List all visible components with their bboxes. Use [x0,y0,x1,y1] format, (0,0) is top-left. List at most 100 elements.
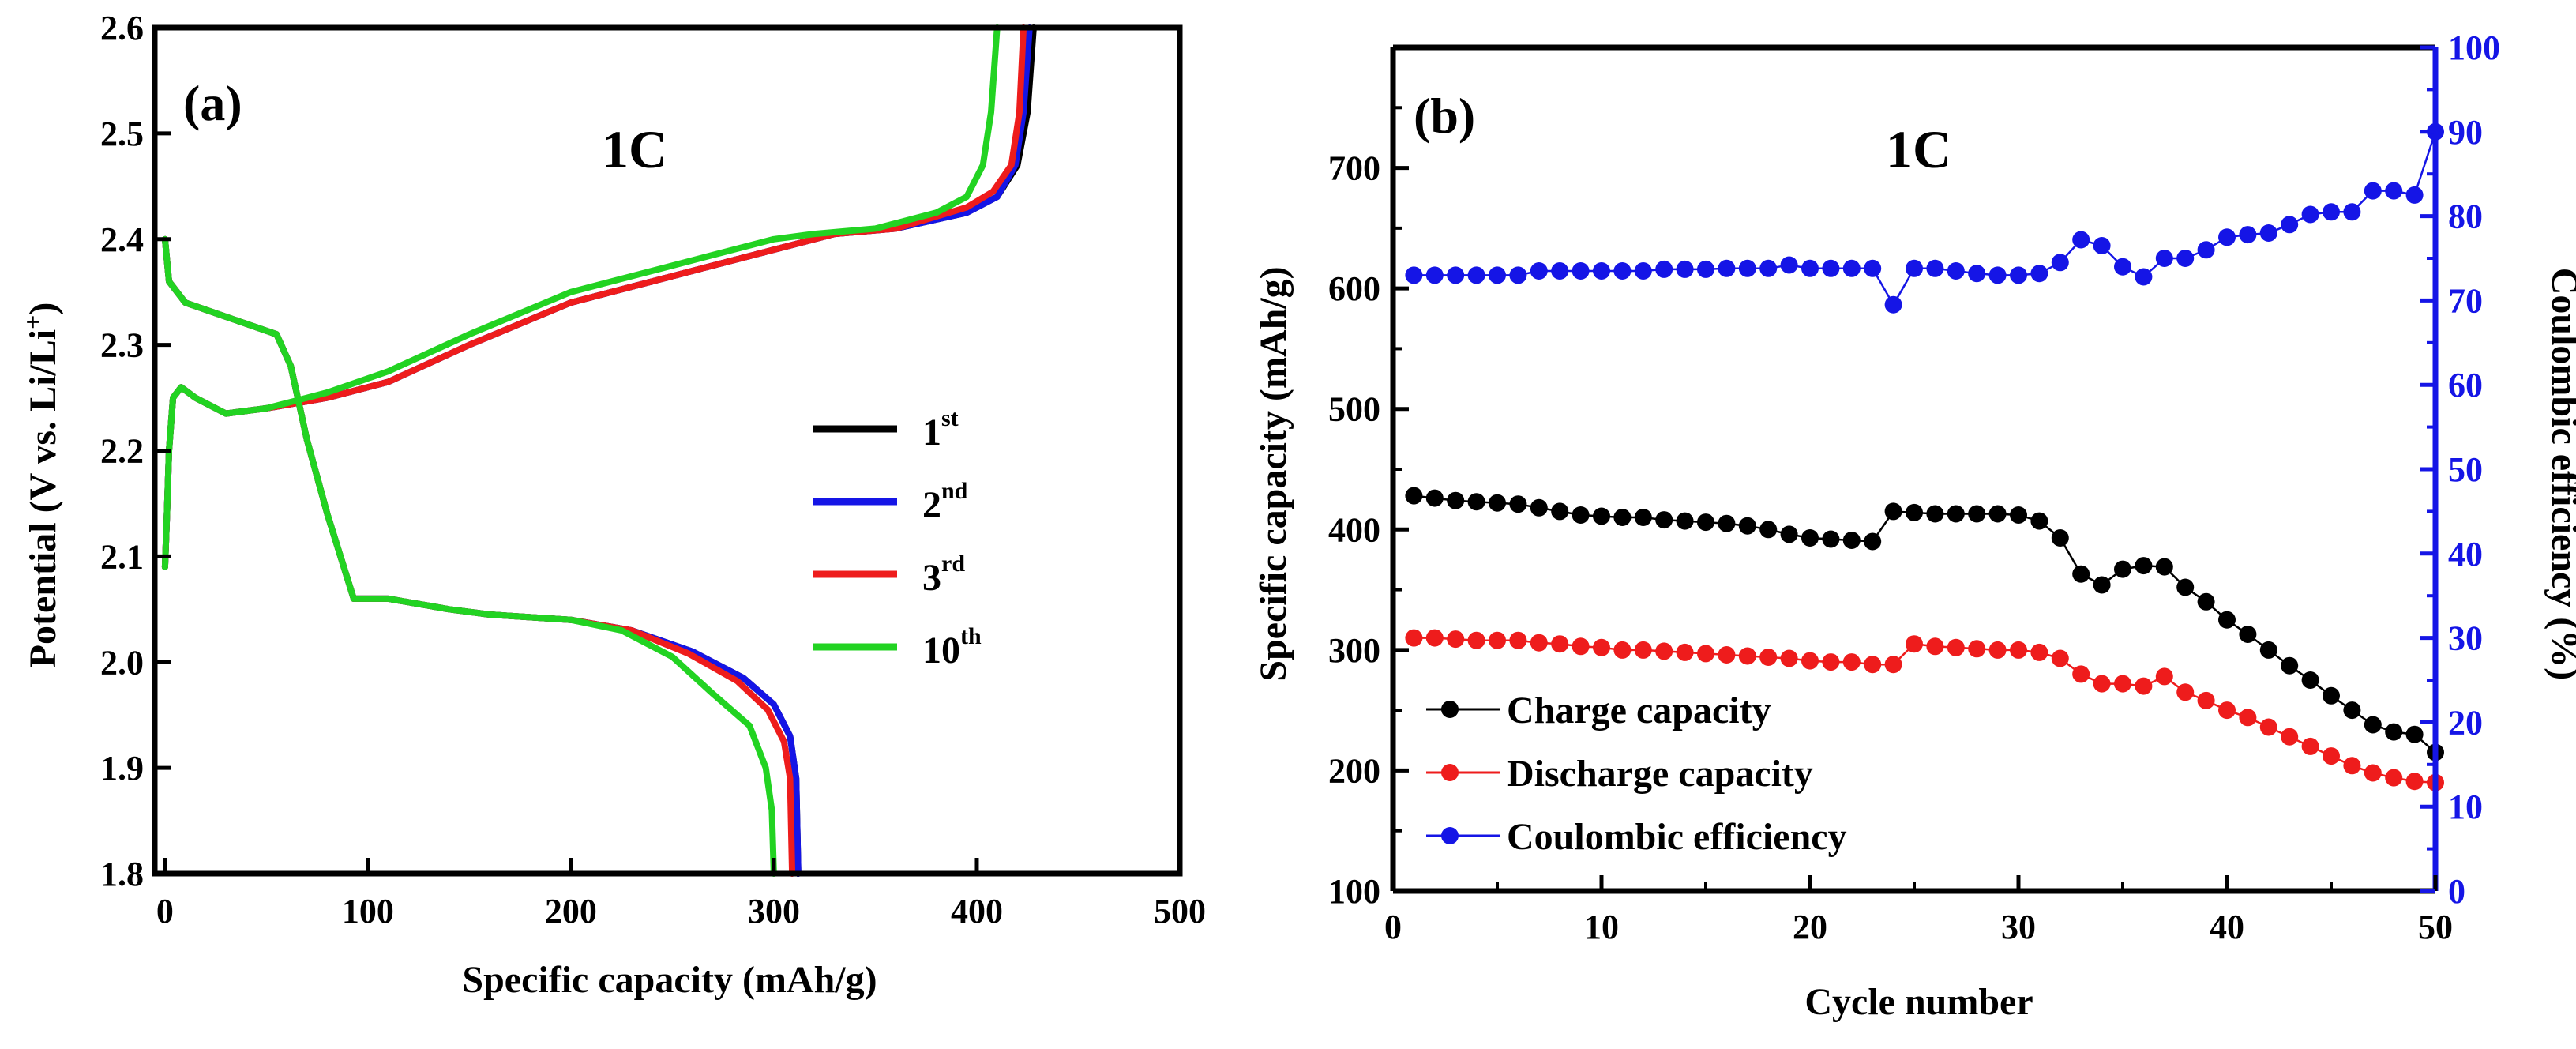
panel-b-data-point [1842,532,1861,549]
panel-b-data-point [1551,502,1569,521]
panel-b-data-point [2135,677,2153,695]
panel-b-data-point [2218,228,2236,246]
panel-b-cycling-chart: 0 10 20 30 40 50 100 200 300 400 500 600 700 0 10 20 30 4… [1252,28,2576,1023]
panel-b-data-point [2197,592,2215,611]
panel-b-data-point [1697,260,1714,278]
panel-b-data-point [1864,532,1882,551]
panel-b-data-point [1780,525,1798,543]
panel-b-data-point [2218,611,2236,629]
panel-b-data-point [1864,259,1882,277]
panel-b-right-axis-title: Coulombic efficiency (%) [2544,268,2576,681]
panel-b-data-point [2343,203,2361,221]
panel-b-data-point [1988,266,2007,284]
panel-b-label: (b) [1414,88,1475,144]
panel-b-left-tick-label: 600 [1328,269,1380,308]
panel-b-data-point [2343,757,2361,775]
panel-b-data-point [1593,262,1610,280]
panel-b-data-point [1655,511,1673,529]
panel-b-data-point [1405,487,1423,505]
panel-a-x-tick-label: 200 [545,892,597,931]
panel-b-data-point [1801,652,1819,670]
panel-b-data-point [1425,489,1444,507]
panel-b-data-point [2281,216,2299,234]
panel-a-y-axis-title: Potential (V vs. Li/Li+) [18,303,64,668]
panel-a-legend-entry-suffix: nd [941,478,968,504]
panel-b-data-point [1572,506,1590,524]
panel-b-data-point [2176,683,2195,701]
panel-b-data-point [1530,634,1548,652]
panel-b-data-point [2197,691,2215,709]
panel-b-data-point [1968,505,1986,523]
panel-b-left-tick-label: 500 [1328,390,1380,429]
panel-b-data-point [2385,182,2403,200]
panel-b-legend-marker [1441,701,1459,718]
panel-a-x-tick-label: 100 [342,892,394,931]
panel-b-right-tick-label: 10 [2448,788,2483,826]
panel-b-data-point [2114,258,2131,276]
panel-a-x-axis-title: Specific capacity (mAh/g) [462,959,877,1001]
panel-b-legend: Charge capacity Discharge capacity Coulomb… [1426,690,1847,858]
panel-b-data-point [2030,265,2048,283]
panel-b-right-tick-label: 90 [2448,113,2483,152]
panel-a-x-tick-label: 500 [1154,892,1206,931]
panel-a-legend-entry-number: 10 [922,630,960,671]
panel-b-data-point [1593,507,1610,525]
panel-b-data-point [2155,558,2173,576]
panel-a-curve-discharge-2 [161,235,802,877]
panel-b-data-point [1676,512,1694,530]
panel-b-data-point [2051,649,2069,667]
panel-b-data-point [2155,667,2173,686]
panel-a-y-tick-label: 2.1 [100,537,144,576]
panel-b-data-point [1572,262,1590,280]
panel-a-charge-discharge-chart: 0 100 200 300 400 500 1.8 1.9 2.0 2.1 2.2 2.3 2.4 2.5… [18,9,1206,1001]
panel-b-data-point [2385,723,2403,741]
panel-b-data-point [2281,656,2299,675]
panel-a-y-tick-label: 1.9 [100,749,144,788]
panel-b-legend-label: Discharge capacity [1507,753,1813,795]
panel-b-data-point [2259,641,2277,659]
panel-b-data-point [1947,505,1965,523]
panel-a-curve-charge-3 [161,24,1027,570]
panel-b-right-tick-label: 20 [2448,703,2483,742]
panel-a-legend-entry-suffix: st [941,405,959,431]
panel-b-data-point [1425,266,1444,284]
panel-b-right-tick-label: 70 [2448,281,2483,320]
panel-b-data-point [1801,259,1819,277]
panel-b-legend-label: Charge capacity [1507,690,1771,731]
panel-b-data-point [2364,182,2382,200]
panel-b-data-point [2364,764,2382,782]
panel-b-data-point [2051,529,2069,547]
panel-b-series-1 [1405,487,2444,761]
panel-b-legend-label: Coulombic efficiency [1507,816,1847,858]
panel-a-y-tick-label: 2.4 [100,220,144,259]
panel-b-data-point [1676,643,1694,661]
panel-b-data-point [1718,646,1736,664]
panel-b-data-point [2385,769,2403,787]
panel-a-curve-discharge-1 [161,235,802,877]
panel-b-data-point [1447,491,1465,509]
panel-b-data-point [1613,641,1632,659]
panel-a-y-tick-label: 2.3 [100,326,144,365]
panel-b-right-tick-label: 60 [2448,366,2483,404]
panel-b-legend-marker [1441,827,1459,844]
panel-a-y-axis-title-main: Potential (V vs. Li/Li [22,329,64,667]
panel-a-x-tick-label: 0 [156,892,174,931]
panel-b-data-point [2010,641,2027,659]
panel-b-data-point [1842,259,1861,277]
panel-b-left-tick-label: 300 [1328,631,1380,670]
panel-b-data-point [1926,505,1944,523]
panel-b-left-tick-label: 400 [1328,510,1380,549]
panel-b-data-point [1884,502,1902,521]
panel-b-data-point [2010,506,2027,524]
panel-b-data-point [1634,262,1652,280]
panel-b-data-point [2093,675,2111,693]
panel-b-data-point [2135,268,2153,286]
panel-a-curves [161,24,1037,877]
panel-b-data-point [1405,629,1423,647]
panel-b-data-point [1947,638,1965,656]
panel-b-series-2 [1405,629,2444,791]
panel-a-legend-entry-number: 2 [922,484,941,526]
panel-b-data-point [1968,265,1986,283]
panel-a-y-tick-label: 2.5 [100,115,144,153]
panel-a-legend-entry: 3rd [922,551,965,599]
